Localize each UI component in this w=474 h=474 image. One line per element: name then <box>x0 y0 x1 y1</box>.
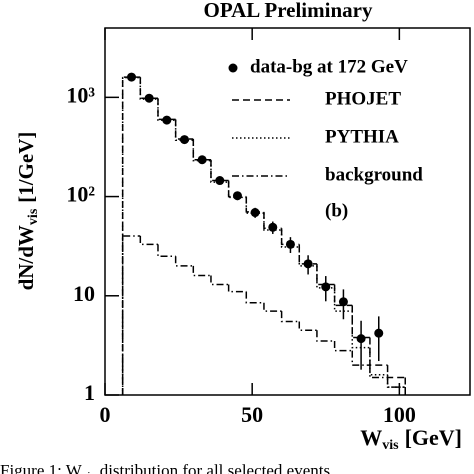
histogram-step <box>298 321 317 331</box>
data-point <box>268 222 278 232</box>
histogram-step <box>139 236 158 246</box>
histogram-step <box>386 374 406 388</box>
histogram-step <box>192 265 211 277</box>
data-point <box>232 191 242 201</box>
panel-annotation: (b) <box>325 200 348 221</box>
histogram-step <box>210 159 229 182</box>
y-label-main: dN/dW <box>14 225 38 290</box>
chart-title: OPAL Preliminary <box>204 0 373 22</box>
legend-label: background <box>325 164 423 185</box>
plot-frame <box>104 27 471 396</box>
y-tick-label: 10 <box>73 281 95 306</box>
histogram-step <box>316 330 335 342</box>
histogram-step <box>174 256 194 267</box>
data-point <box>250 208 260 218</box>
data-point <box>374 328 384 338</box>
histogram-step <box>351 311 370 349</box>
histogram-step <box>351 350 370 366</box>
legend-marker <box>228 63 238 73</box>
y-tick-label: 10² <box>66 182 95 207</box>
data-point <box>162 115 172 125</box>
histogram-step <box>227 182 247 199</box>
x-axis-label: Wvis [GeV] <box>360 425 462 453</box>
data-point <box>126 72 136 82</box>
legend-label: PHOJET <box>325 88 401 109</box>
histogram-step <box>298 244 317 265</box>
histogram-step <box>333 341 353 352</box>
legend-label: PYTHIA <box>325 126 399 147</box>
caption-sub: vis <box>82 470 95 474</box>
x-tick-label: 0 <box>100 402 111 427</box>
y-tick-label: 1 <box>84 380 95 405</box>
caption-pre: Figure 1: W <box>0 461 83 474</box>
histogram-step <box>121 235 141 395</box>
y-label-sub: vis <box>26 208 41 225</box>
histogram-step <box>157 244 176 258</box>
histogram-step <box>210 275 229 286</box>
data-point <box>215 176 225 186</box>
y-tick-label: 10³ <box>66 82 95 107</box>
data-point <box>303 259 313 269</box>
histogram-step <box>386 365 406 379</box>
x-tick-label: 50 <box>241 402 263 427</box>
caption: Figure 1: Wvis distribution for all selec… <box>0 461 330 474</box>
histogram-step <box>280 311 300 323</box>
y-label-unit: [1/GeV] <box>14 132 38 203</box>
data-point <box>356 334 366 344</box>
histogram-step <box>369 347 388 376</box>
histogram-step <box>245 197 264 214</box>
x-label-unit: [GeV] <box>405 425 462 450</box>
x-tick-label: 100 <box>383 402 416 427</box>
caption-post: distribution for all selected events <box>100 461 330 474</box>
x-label-main: W <box>360 425 382 450</box>
histogram-step <box>192 139 211 161</box>
y-axis-label: dN/dWvis [1/GeV] <box>14 132 41 291</box>
x-label-sub: vis <box>382 438 399 453</box>
legend-label: data-bg at 172 GeV <box>250 56 408 77</box>
data-point <box>285 239 295 249</box>
histogram-step <box>227 284 247 293</box>
histogram-step <box>333 284 353 307</box>
data-point <box>144 93 154 103</box>
histogram-step <box>174 120 194 141</box>
histogram-step <box>386 377 406 388</box>
data-point <box>179 135 189 145</box>
histogram-step <box>174 119 194 140</box>
histogram-step <box>263 302 282 312</box>
data-point <box>338 297 348 307</box>
data-point <box>197 155 207 165</box>
data-point <box>321 282 331 292</box>
histogram-step <box>245 291 264 304</box>
histogram-step <box>369 365 388 379</box>
